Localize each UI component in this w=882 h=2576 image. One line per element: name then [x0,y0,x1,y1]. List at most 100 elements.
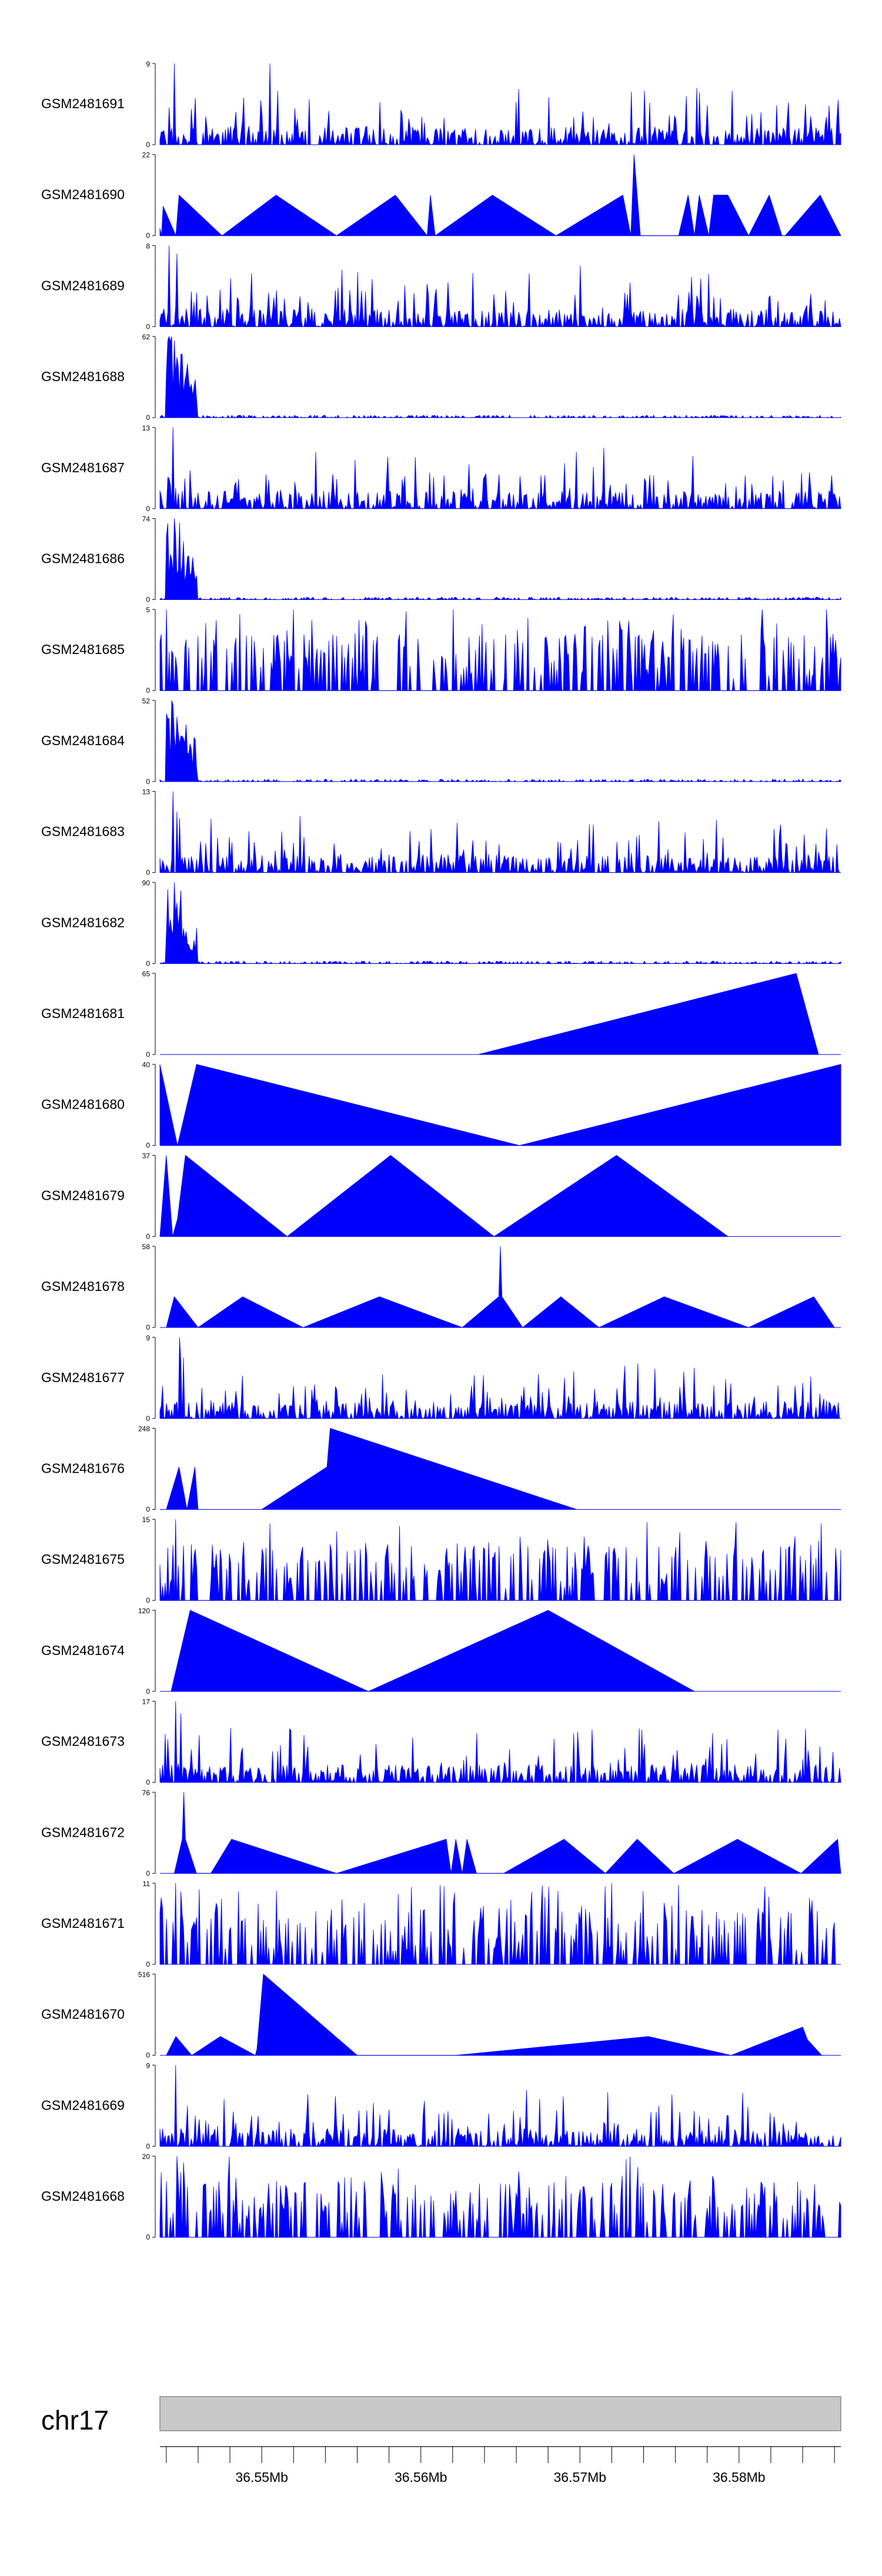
coverage-area [159,518,841,600]
y-min-label: 0 [146,596,150,604]
y-max-label: 9 [146,1334,150,1342]
track-label: GSM2481675 [41,1551,125,1567]
coverage-area [159,427,841,510]
track-GSM2481669: GSM2481669 9 0 [41,2061,841,2150]
coverage-area [159,245,841,328]
y-min-label: 0 [146,2142,150,2150]
y-min-label: 0 [146,686,150,695]
y-min-label: 0 [146,1687,150,1696]
coverage-area [166,1973,823,2056]
y-max-label: 13 [142,424,151,432]
y-min-label: 0 [146,1778,150,1787]
coverage-area [159,700,841,782]
coverage-area [159,1883,841,1965]
y-max-label: 13 [142,788,151,796]
y-max-label: 76 [142,1788,151,1797]
y-max-label: 5 [146,606,150,614]
coverage-area [159,335,841,418]
track-label: GSM2481691 [41,96,125,111]
coverage-area [159,63,841,146]
coverage-area [159,1337,841,1420]
track-label: GSM2481673 [41,1734,125,1749]
coverage-area [159,609,841,691]
track-label: GSM2481674 [41,1643,125,1658]
coverage-area [159,2065,841,2147]
y-min-label: 0 [146,1142,150,1150]
y-max-label: 516 [138,1971,150,1979]
y-min-label: 0 [146,1050,150,1059]
track-label: GSM2481681 [41,1006,125,1021]
track-GSM2481680: GSM2481680 40 0 [41,1061,841,1150]
track-GSM2481690: GSM2481690 22 0 [41,151,841,240]
y-max-label: 62 [142,333,151,341]
y-max-label: 9 [146,2061,150,2070]
y-max-label: 9 [146,60,150,68]
track-label: GSM2481671 [41,1916,125,1931]
y-min-label: 0 [146,1869,150,1877]
y-max-label: 22 [142,151,151,159]
track-label: GSM2481682 [41,915,125,930]
y-min-label: 0 [146,322,150,331]
y-min-label: 0 [146,1232,150,1240]
track-GSM2481672: GSM2481672 76 0 [41,1788,841,1877]
track-label: GSM2481686 [41,551,125,566]
track-GSM2481676: GSM2481676 248 0 [41,1425,841,1514]
coverage-area [159,1519,841,1601]
track-label: GSM2481669 [41,2097,125,2113]
track-GSM2481668: GSM2481668 20 0 [41,2153,841,2241]
y-min-label: 0 [146,1960,150,1968]
track-GSM2481671: GSM2481671 11 0 [41,1880,841,1968]
genomic-axis: 36.55Mb 36.56Mb 36.57Mb 36.58Mb [160,2446,841,2485]
track-GSM2481685: GSM2481685 5 0 [41,606,841,695]
y-min-label: 0 [146,869,150,877]
y-max-label: 120 [138,1607,150,1615]
track-GSM2481684: GSM2481684 52 0 [41,697,841,786]
y-min-label: 0 [146,505,150,513]
axis-tick-label: 36.58Mb [713,2470,766,2485]
track-GSM2481674: GSM2481674 120 0 [41,1607,841,1696]
y-max-label: 74 [142,515,151,523]
track-label: GSM2481688 [41,369,125,384]
y-max-label: 17 [142,1698,151,1706]
y-max-label: 65 [142,970,151,978]
chromosome-label: chr17 [41,2405,109,2435]
coverage-area [159,882,841,965]
y-min-label: 0 [146,1506,150,1514]
y-min-label: 0 [146,413,150,422]
track-GSM2481673: GSM2481673 17 0 [41,1698,841,1787]
y-max-label: 58 [142,1243,151,1251]
y-max-label: 40 [142,1061,151,1069]
track-GSM2481691: GSM2481691 9 0 [41,60,841,149]
track-GSM2481689: GSM2481689 8 0 [41,242,841,331]
track-GSM2481688: GSM2481688 62 0 [41,333,841,422]
track-label: GSM2481679 [41,1187,125,1203]
track-label: GSM2481689 [41,278,125,293]
coverage-area [159,154,841,236]
coverage-area [171,1610,696,1692]
y-max-label: 15 [142,1516,151,1524]
ideogram-bar [159,2396,841,2431]
track-label: GSM2481670 [41,2007,125,2022]
coverage-area [173,1792,841,1874]
coverage-area [159,1701,841,1784]
chromosome-ideogram: chr17 36.55Mb 36.56Mb 36.57Mb 36.58Mb [41,2396,841,2485]
coverage-area [166,1427,577,1510]
y-max-label: 8 [146,242,150,250]
y-max-label: 248 [138,1425,150,1433]
track-GSM2481675: GSM2481675 15 0 [41,1516,841,1604]
axis-tick-label: 36.57Mb [554,2470,607,2485]
track-label: GSM2481690 [41,187,125,202]
track-GSM2481682: GSM2481682 90 0 [41,879,841,967]
coverage-area [160,973,819,1055]
coverage-area [166,1246,835,1328]
y-min-label: 0 [146,1414,150,1423]
track-label: GSM2481678 [41,1279,125,1294]
track-label: GSM2481687 [41,460,125,475]
y-max-label: 37 [142,1152,151,1160]
y-min-label: 0 [146,959,150,967]
track-label: GSM2481680 [41,1097,125,1112]
y-min-label: 0 [146,1323,150,1332]
track-GSM2481670: GSM2481670 516 0 [41,1971,841,2060]
y-max-label: 11 [143,1880,151,1888]
